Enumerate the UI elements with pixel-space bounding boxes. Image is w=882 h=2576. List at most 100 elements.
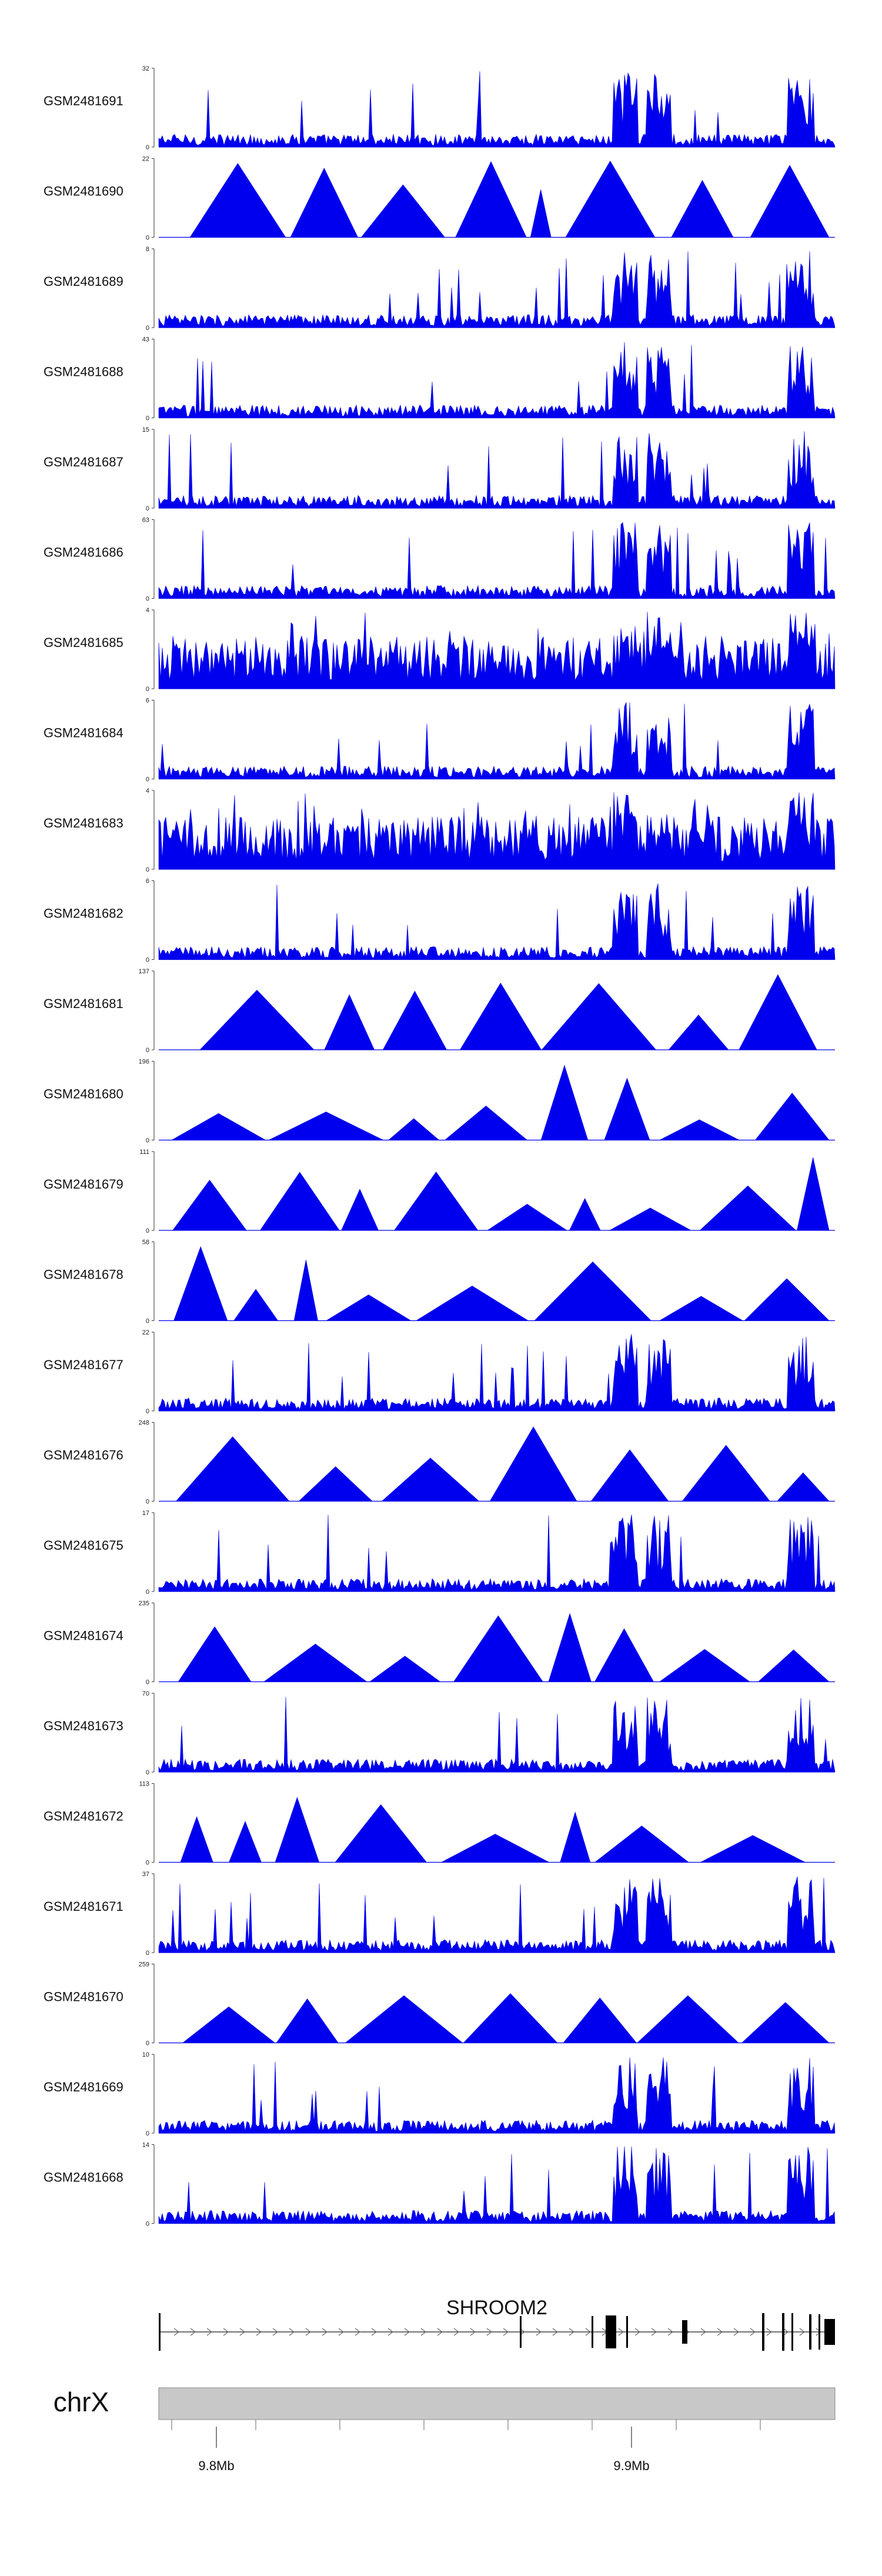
- track-label: GSM2481674: [44, 1629, 123, 1643]
- track-ymax-label: 6: [146, 878, 149, 885]
- track-GSM2481676: GSM2481676 248 0: [44, 1420, 835, 1506]
- track-label: GSM2481691: [44, 94, 123, 108]
- gene-exon: [782, 2313, 784, 2351]
- strand-arrow: [536, 2328, 542, 2336]
- track-label: GSM2481678: [44, 1267, 123, 1282]
- track-ymin-label: 0: [146, 866, 149, 873]
- track-label: GSM2481690: [44, 184, 123, 199]
- strand-arrow: [700, 2328, 706, 2336]
- signal-area: [158, 431, 836, 509]
- strand-arrow: [766, 2328, 772, 2336]
- strand-arrow: [420, 2328, 426, 2336]
- strand-arrow: [387, 2328, 393, 2336]
- track-GSM2481680: GSM2481680 196 0: [44, 1059, 835, 1144]
- strand-arrow: [256, 2328, 262, 2336]
- track-ymin-label: 0: [146, 596, 149, 603]
- track-ymax-label: 58: [142, 1239, 149, 1246]
- signal-area: [158, 71, 836, 148]
- track-ymax-label: 4: [146, 607, 149, 614]
- chromosome-ideogram: [158, 2387, 836, 2420]
- track-GSM2481691: GSM2481691 32 0: [44, 65, 836, 151]
- track-GSM2481677: GSM2481677 22 0: [44, 1329, 836, 1415]
- track-GSM2481675: GSM2481675 17 0: [44, 1510, 836, 1596]
- strand-arrow: [322, 2328, 328, 2336]
- signal-area: [158, 522, 836, 599]
- signal-area: [159, 1797, 835, 1863]
- track-ymin-label: 0: [146, 1047, 149, 1054]
- gene-exon: [159, 2313, 161, 2351]
- track-GSM2481678: GSM2481678 58 0: [44, 1239, 835, 1325]
- track-GSM2481684: GSM2481684 6 0: [44, 698, 836, 783]
- track-GSM2481679: GSM2481679 111 0: [44, 1149, 835, 1234]
- track-label: GSM2481675: [44, 1538, 123, 1553]
- strand-arrow: [552, 2328, 558, 2336]
- signal-area: [158, 883, 836, 960]
- gene-exon: [809, 2314, 811, 2350]
- signal-area: [158, 1876, 836, 1953]
- signal-area: [158, 2146, 836, 2224]
- gene-exon: [818, 2314, 820, 2350]
- track-ymin-label: 0: [146, 144, 149, 151]
- strand-arrow: [799, 2328, 805, 2336]
- track-label: GSM2481673: [44, 1719, 123, 1733]
- track-ymin-label: 0: [146, 776, 149, 783]
- track-label: GSM2481676: [44, 1448, 123, 1463]
- track-ymax-label: 63: [142, 517, 149, 524]
- strand-arrow: [190, 2328, 196, 2336]
- axis-tick-label: 9.9Mb: [613, 2458, 649, 2473]
- track-ymin-label: 0: [146, 2040, 149, 2047]
- strand-arrow: [206, 2328, 212, 2336]
- signal-area: [158, 1514, 836, 1592]
- strand-arrow: [486, 2328, 492, 2336]
- track-GSM2481668: GSM2481668 14 0: [44, 2142, 836, 2228]
- track-ymin-label: 0: [146, 1860, 149, 1867]
- gene-exon: [606, 2315, 616, 2348]
- strand-arrow: [223, 2328, 229, 2336]
- signal-area: [159, 1246, 835, 1321]
- track-label: GSM2481684: [44, 726, 123, 740]
- track-ymax-label: 111: [139, 1149, 149, 1156]
- gene-exon: [592, 2316, 593, 2348]
- strand-arrow: [305, 2328, 311, 2336]
- track-ymin-label: 0: [146, 505, 149, 512]
- signal-area: [159, 1065, 835, 1140]
- strand-arrow: [289, 2328, 295, 2336]
- signal-tracks: GSM2481691320GSM2481690220GSM248168980GS…: [44, 65, 836, 2228]
- track-GSM2481672: GSM2481672 113 0: [44, 1781, 835, 1867]
- gene-exon: [520, 2316, 522, 2348]
- strand-arrow: [634, 2328, 640, 2336]
- track-label: GSM2481669: [44, 2080, 123, 2094]
- track-GSM2481681: GSM2481681 137 0: [44, 968, 835, 1054]
- strand-arrow: [453, 2328, 459, 2336]
- track-ymin-label: 0: [146, 1137, 149, 1144]
- strand-arrow: [717, 2328, 723, 2336]
- track-ymin-label: 0: [146, 1589, 149, 1596]
- track-label: GSM2481681: [44, 996, 123, 1011]
- strand-arrow: [733, 2328, 739, 2336]
- track-ymax-label: 32: [142, 65, 149, 72]
- track-GSM2481686: GSM2481686 63 0: [44, 517, 836, 603]
- strand-arrow: [503, 2328, 509, 2336]
- track-GSM2481685: GSM2481685 4 0: [44, 607, 836, 693]
- strand-arrow: [355, 2328, 360, 2336]
- track-GSM2481682: GSM2481682 6 0: [44, 878, 836, 964]
- signal-area: [159, 974, 835, 1050]
- track-label: GSM2481682: [44, 906, 123, 921]
- strand-arrow: [173, 2328, 179, 2336]
- track-ymin-label: 0: [146, 2221, 149, 2228]
- track-GSM2481683: GSM2481683 4 0: [44, 788, 836, 873]
- track-GSM2481670: GSM2481670 259 0: [44, 1961, 835, 2047]
- strand-arrow: [651, 2328, 657, 2336]
- track-ymin-label: 0: [146, 1318, 149, 1325]
- track-ymax-label: 14: [142, 2142, 149, 2149]
- strand-arrow: [371, 2328, 377, 2336]
- track-GSM2481674: GSM2481674 235 0: [44, 1600, 835, 1686]
- track-ymin-label: 0: [146, 1769, 149, 1776]
- axis-tick-label: 9.8Mb: [198, 2458, 234, 2473]
- track-ymax-label: 70: [142, 1690, 149, 1697]
- track-label: GSM2481688: [44, 365, 123, 379]
- track-ymax-label: 259: [139, 1961, 149, 1968]
- signal-area: [158, 1334, 836, 1412]
- strand-arrow: [338, 2328, 344, 2336]
- track-ymin-label: 0: [146, 1679, 149, 1686]
